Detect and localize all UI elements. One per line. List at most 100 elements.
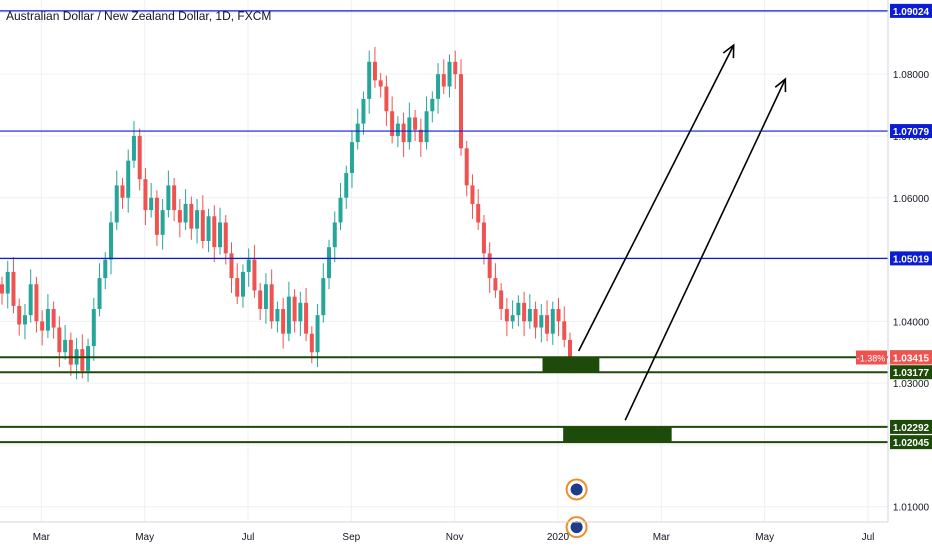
candle-body bbox=[424, 111, 429, 143]
candle-body bbox=[154, 197, 159, 235]
candle-body bbox=[143, 179, 148, 211]
candle-body bbox=[562, 321, 567, 340]
level-badge-label: 1.02292 bbox=[893, 423, 930, 434]
level-badge-label: 1.03177 bbox=[893, 368, 930, 379]
candlestick-series bbox=[0, 46, 572, 382]
level-badge-label: 1.05019 bbox=[893, 254, 930, 265]
candle-body bbox=[407, 117, 412, 143]
candle-body bbox=[57, 327, 62, 353]
level-badge-label: 1.09024 bbox=[893, 7, 930, 18]
candle-body bbox=[309, 333, 314, 353]
candle-body bbox=[533, 308, 538, 328]
candle-body bbox=[344, 173, 349, 198]
level-badge bbox=[890, 251, 932, 266]
candle-body bbox=[292, 296, 297, 322]
current-price-label: 1.03415 bbox=[893, 354, 930, 365]
candle-body bbox=[298, 302, 303, 322]
candle-body bbox=[321, 278, 326, 316]
candle-body bbox=[189, 203, 194, 229]
candle-body bbox=[395, 123, 400, 136]
candle-body bbox=[177, 210, 182, 223]
time-tick-label: 2020 bbox=[547, 532, 570, 543]
level-badge bbox=[890, 419, 932, 434]
candle-body bbox=[51, 308, 56, 328]
flag-icon bbox=[570, 483, 583, 496]
candle-body bbox=[172, 185, 177, 211]
arrow-head bbox=[722, 43, 735, 59]
candle-body bbox=[223, 222, 228, 254]
candle-body bbox=[206, 216, 211, 242]
price-badges: 1.090241.070791.050191.034191.031771.022… bbox=[856, 3, 932, 450]
price-tick-label: 1.01000 bbox=[893, 503, 930, 514]
candle-body bbox=[327, 247, 332, 279]
candle-body bbox=[45, 308, 50, 331]
candle-body bbox=[166, 185, 171, 211]
candle-body bbox=[40, 321, 45, 331]
candle-body bbox=[539, 315, 544, 328]
candle-body bbox=[34, 284, 39, 322]
candle-body bbox=[200, 210, 205, 242]
candle-body bbox=[246, 259, 251, 272]
candle-body bbox=[487, 253, 492, 279]
level-badge-label: 1.07079 bbox=[893, 127, 930, 138]
candle-body bbox=[304, 302, 309, 334]
candle-body bbox=[349, 142, 354, 174]
candle-body bbox=[413, 117, 418, 130]
candle-body bbox=[545, 315, 550, 334]
candle-body bbox=[109, 222, 114, 260]
time-tick-label: Nov bbox=[446, 532, 464, 543]
candle-body bbox=[263, 284, 268, 309]
candle-body bbox=[63, 339, 68, 353]
candle-body bbox=[384, 86, 389, 112]
candle-body bbox=[493, 278, 498, 291]
candle-body bbox=[240, 271, 245, 297]
candle-body bbox=[470, 185, 475, 204]
candle-body bbox=[286, 296, 291, 334]
candle-body bbox=[378, 80, 383, 87]
change-label: -1.38% bbox=[857, 354, 886, 364]
candle-body bbox=[218, 222, 223, 248]
candle-body bbox=[114, 185, 119, 223]
level-badge bbox=[890, 124, 932, 139]
candle-body bbox=[103, 259, 108, 279]
time-axis[interactable]: Mar May Jul Sep Nov 2020 Mar May Jul bbox=[0, 521, 888, 543]
candle-body bbox=[137, 135, 142, 180]
candle-body bbox=[453, 61, 458, 75]
trend-arrows bbox=[577, 43, 787, 421]
level-badge bbox=[890, 365, 932, 380]
candle-body bbox=[464, 148, 469, 186]
candle-body bbox=[436, 74, 441, 99]
price-tick-label: 1.08000 bbox=[893, 70, 930, 81]
candle-body bbox=[0, 284, 4, 294]
candle-body bbox=[160, 210, 165, 235]
candle-body bbox=[131, 135, 136, 161]
candle-body bbox=[5, 271, 10, 294]
time-tick-label: Jul bbox=[862, 532, 875, 543]
candle-body bbox=[338, 197, 343, 223]
candle-body bbox=[568, 339, 572, 363]
candle-body bbox=[315, 315, 320, 353]
candle-body bbox=[28, 284, 33, 316]
candle-body bbox=[550, 308, 555, 334]
candle-body bbox=[149, 197, 154, 211]
candle-body bbox=[447, 61, 452, 87]
current-price-badge bbox=[890, 350, 932, 365]
level-badge bbox=[890, 3, 932, 18]
price-tick-label: 1.03000 bbox=[893, 379, 930, 390]
candle-body bbox=[126, 160, 131, 198]
change-badge bbox=[856, 350, 887, 365]
candle-body bbox=[458, 74, 463, 149]
time-tick-label: Mar bbox=[653, 532, 671, 543]
candle-body bbox=[229, 253, 234, 279]
candle-body bbox=[235, 278, 240, 297]
candle-body bbox=[504, 308, 509, 322]
time-tick-label: Sep bbox=[342, 532, 360, 543]
candle-body bbox=[527, 308, 532, 322]
candle-body bbox=[281, 308, 286, 334]
candle-body bbox=[367, 61, 372, 99]
candle-body bbox=[441, 74, 446, 87]
candle-body bbox=[332, 222, 337, 248]
grid-lines bbox=[0, 0, 888, 522]
candle-body bbox=[516, 302, 521, 316]
